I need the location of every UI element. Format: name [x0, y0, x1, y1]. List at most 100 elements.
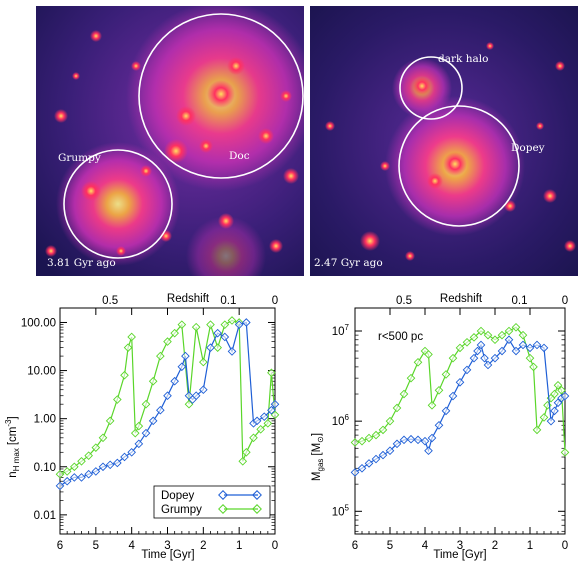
x-tick-label: 5: [93, 540, 99, 552]
data-point-dopey: [532, 340, 542, 350]
data-point-grumpy: [413, 357, 423, 367]
y-axis-label: nH max[cm-3]: [4, 416, 21, 477]
data-point-dopey: [550, 406, 559, 416]
data-point-dopey: [148, 416, 158, 426]
data-point-grumpy: [84, 451, 93, 460]
data-point-grumpy: [424, 350, 433, 359]
data-point-dopey: [91, 467, 101, 476]
substructure-dots: [45, 30, 299, 257]
data-point-dopey: [267, 405, 276, 415]
data-point-grumpy: [263, 419, 273, 428]
data-point-dopey: [105, 460, 115, 470]
label-grumpy: Grumpy: [58, 152, 101, 164]
data-point-grumpy: [62, 467, 72, 476]
data-point-grumpy: [256, 425, 265, 434]
data-point-dopey: [504, 335, 514, 345]
data-point-grumpy: [191, 322, 201, 332]
data-point-dopey: [483, 360, 493, 370]
data-point-grumpy: [364, 433, 374, 443]
data-point-dopey: [98, 462, 108, 472]
series-line-dopey: [354, 338, 566, 473]
data-point-dopey: [77, 473, 86, 482]
y-tick-label: 10.00: [27, 366, 56, 378]
data-point-grumpy: [427, 400, 437, 410]
data-point-dopey: [364, 459, 374, 468]
data-point-dopey: [55, 481, 65, 491]
data-point-grumpy: [270, 410, 280, 420]
data-point-dopey: [134, 439, 144, 449]
simulation-panel-right: dark halo Dopey 2.47 Gyr ago: [310, 6, 578, 276]
label-dark-halo: dark halo: [438, 53, 488, 65]
data-point-grumpy: [434, 385, 444, 395]
data-point-dopey: [469, 353, 479, 363]
data-point-dopey: [546, 416, 556, 426]
doc-halo-circle: [138, 13, 304, 179]
data-point-grumpy: [483, 330, 493, 340]
data-point-dopey: [392, 439, 402, 449]
data-point-grumpy: [242, 447, 251, 457]
data-point-grumpy: [199, 357, 208, 367]
data-point-grumpy: [148, 376, 158, 386]
y-tick-label: 0.01: [34, 510, 56, 522]
data-point-grumpy: [70, 462, 79, 472]
data-point-dopey: [371, 454, 381, 464]
data-point-grumpy: [550, 389, 559, 399]
data-point-dopey: [170, 376, 179, 386]
data-point-dopey: [518, 340, 528, 350]
dopey-halo-circle: [398, 105, 520, 227]
x-tick-label: 0: [562, 540, 568, 552]
data-point-dopey: [399, 435, 409, 445]
data-point-dopey: [127, 447, 136, 457]
data-point-grumpy: [378, 425, 388, 435]
data-point-grumpy: [91, 443, 101, 452]
data-point-dopey: [497, 346, 507, 356]
top-axis-label: Redshift: [440, 293, 483, 305]
x-axis-label: Time [Gyr]: [141, 549, 194, 561]
data-point-grumpy: [529, 362, 538, 372]
data-point-grumpy: [441, 370, 451, 379]
data-point-dopey: [553, 398, 563, 408]
x-tick-label: 2: [200, 540, 206, 552]
data-point-grumpy: [455, 343, 465, 353]
data-point-grumpy: [350, 438, 360, 447]
data-point-grumpy: [557, 385, 566, 395]
x-tick-label: 4: [128, 540, 135, 552]
data-point-grumpy: [448, 353, 458, 363]
data-point-dopey: [560, 391, 570, 401]
data-point-dopey: [181, 351, 190, 361]
top-tick-label: 0.5: [102, 295, 118, 307]
y-tick-label: 100.00: [21, 317, 56, 329]
data-point-grumpy: [227, 316, 237, 325]
data-point-dopey: [234, 320, 244, 329]
dark-halo-circle: [399, 56, 463, 120]
data-point-grumpy: [553, 380, 563, 390]
data-point-dopey: [424, 446, 433, 456]
top-tick-label: 0.1: [512, 295, 528, 307]
gas-mass-plot: 6 5 4 3 2 1 0 0.5 0.1 0 105 106 107 Redshift Time [G…: [290, 282, 581, 568]
data-point-grumpy: [105, 416, 115, 426]
data-point-grumpy: [518, 330, 528, 340]
data-point-dopey: [525, 343, 535, 353]
data-point-grumpy: [238, 456, 248, 466]
data-point-grumpy: [113, 395, 122, 404]
data-point-grumpy: [184, 399, 194, 409]
data-point-grumpy: [511, 322, 521, 332]
data-point-grumpy: [130, 428, 140, 438]
data-point-dopey: [357, 463, 367, 473]
data-point-grumpy: [476, 326, 486, 336]
x-tick-label: 3: [164, 540, 170, 552]
data-point-grumpy: [385, 416, 395, 426]
data-point-grumpy: [539, 413, 549, 422]
data-point-grumpy: [490, 335, 500, 345]
data-point-grumpy: [127, 332, 136, 342]
data-point-grumpy: [469, 333, 479, 342]
x-axis-label: Time [Gyr]: [433, 549, 486, 561]
series-line-dopey: [59, 321, 276, 487]
data-point-grumpy: [371, 430, 381, 440]
data-point-dopey: [220, 332, 230, 342]
data-point-grumpy: [156, 351, 165, 361]
annotation-radius: r<500 pc: [378, 331, 423, 343]
top-axis-label: Redshift: [167, 293, 210, 305]
data-point-grumpy: [249, 433, 258, 443]
data-point-dopey: [455, 377, 465, 387]
